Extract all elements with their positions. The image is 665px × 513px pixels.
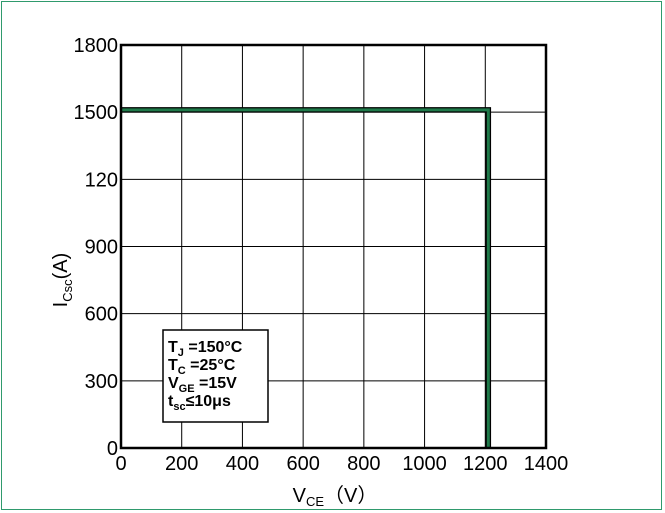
y-tick-label-600: 600 — [85, 304, 118, 326]
plot-area — [119, 43, 548, 450]
x-axis-label: VCE（V） — [293, 484, 378, 509]
x-axis-label-main: V — [293, 485, 307, 507]
x-tick-label-1200: 1200 — [463, 453, 508, 475]
x-tick-label-200: 200 — [165, 453, 198, 475]
y-tick-label-1800: 1800 — [74, 35, 119, 57]
y-axis-label: ICsc(A) — [50, 253, 75, 308]
y-axis-label-sub: Csc — [60, 279, 75, 302]
y-tick-label-900: 900 — [85, 237, 118, 259]
y-tick-label-1200: 120 — [85, 169, 118, 191]
x-tick-label-800: 800 — [347, 453, 380, 475]
series-line-0 — [121, 108, 490, 448]
y-tick-labels: 0 300 600 900 120 1500 1800 — [74, 35, 119, 460]
y-axis-label-main: I — [50, 302, 72, 308]
y-tick-label-0: 0 — [107, 438, 118, 460]
x-tick-label-1400: 1400 — [524, 453, 569, 475]
y-axis-label-unit: (A) — [50, 253, 72, 280]
conditions-box-border — [162, 329, 269, 423]
condition-line-2: VGE =15V — [168, 375, 237, 395]
condition-line-1: TC =25°C — [168, 357, 236, 377]
condition-line-3: tsc≤10μs — [168, 393, 231, 413]
x-tick-label-1000: 1000 — [402, 453, 447, 475]
x-tick-label-0: 0 — [115, 453, 126, 475]
x-tick-label-600: 600 — [286, 453, 319, 475]
y-tick-label-1500: 1500 — [74, 102, 119, 124]
x-axis-label-unit: （V） — [324, 484, 377, 507]
x-tick-labels: 0 200 400 600 800 1000 1200 1400 — [115, 453, 568, 475]
condition-line-0: TJ =150°C — [168, 339, 243, 359]
series-layer — [121, 107, 492, 448]
x-axis-label-sub: CE — [306, 494, 324, 509]
y-tick-label-300: 300 — [85, 371, 118, 393]
x-tick-label-400: 400 — [226, 453, 259, 475]
